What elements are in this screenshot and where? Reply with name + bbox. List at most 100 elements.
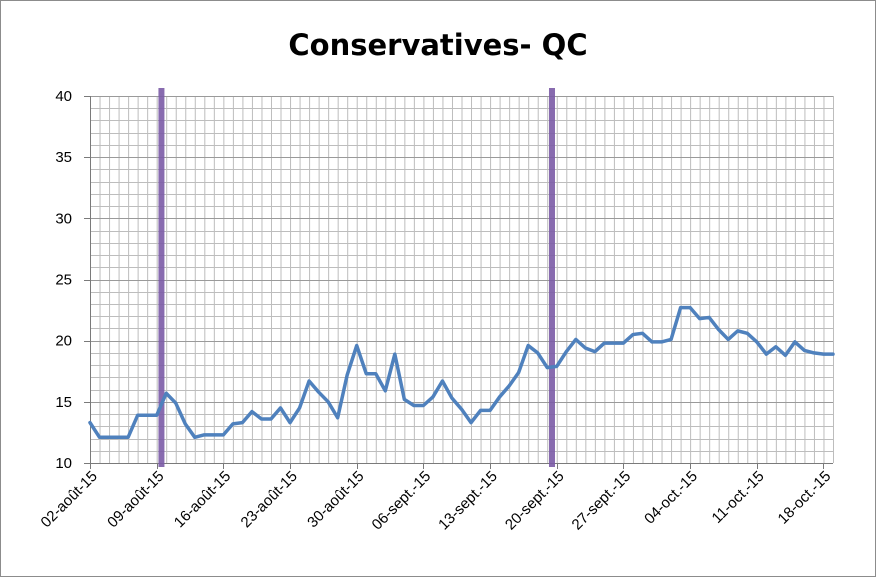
data-point (460, 407, 463, 411)
data-point (679, 306, 682, 309)
data-point (688, 306, 692, 309)
data-point (317, 390, 320, 394)
data-point (593, 350, 597, 353)
data-point (526, 344, 530, 347)
x-tick-label: 02-août-15 (37, 468, 100, 531)
x-tick-label: 13-sept.-15 (435, 468, 501, 534)
data-point (412, 404, 416, 407)
data-point (107, 436, 111, 439)
data-point (660, 340, 663, 344)
data-point (488, 409, 492, 412)
x-tick-label: 23-août-15 (238, 468, 301, 531)
data-point (784, 354, 787, 357)
x-tick-label: 27-sept.-15 (569, 468, 635, 534)
data-point (612, 341, 616, 345)
data-point (241, 421, 244, 424)
data-point (717, 328, 720, 331)
data-point (736, 329, 739, 333)
axes (84, 96, 833, 469)
data-point (507, 384, 511, 388)
x-tick-label: 16-août-15 (171, 468, 234, 531)
data-point (117, 436, 120, 439)
data-point (774, 345, 778, 348)
data-point (203, 433, 206, 437)
data-point (631, 333, 635, 336)
x-tick-labels: 02-août-15 09-août-15 16-août-15 23-août-15… (37, 468, 834, 534)
data-point (727, 338, 730, 341)
data-point (212, 433, 216, 437)
data-point (469, 421, 473, 424)
series-layer (88, 305, 835, 440)
data-point (365, 372, 368, 375)
x-tick-label: 09-août-15 (104, 468, 167, 531)
y-tick-label: 40 (55, 88, 72, 105)
data-point (269, 417, 273, 421)
data-point (536, 351, 539, 355)
data-point (165, 392, 168, 395)
chart-title: Conservatives- QC (288, 28, 588, 62)
data-point (231, 422, 235, 426)
data-point (250, 410, 254, 413)
data-point (431, 395, 435, 399)
y-tick-label: 35 (55, 149, 72, 166)
y-tick-labels: 10 15 20 25 30 35 40 (55, 88, 72, 472)
data-point (793, 340, 797, 344)
data-point (831, 352, 835, 356)
data-point (755, 340, 758, 344)
data-point (622, 341, 625, 345)
x-tick-label: 18-oct.-15 (775, 468, 835, 528)
data-point (345, 373, 349, 377)
x-tick-label: 11-oct.-15 (709, 468, 768, 527)
x-tick-label: 20-sept.-15 (502, 468, 568, 534)
y-tick-label: 30 (55, 210, 72, 227)
x-tick-label: 04-oct.-15 (641, 468, 701, 528)
data-point (298, 406, 301, 410)
data-point (707, 316, 711, 319)
data-point (698, 317, 701, 320)
data-point (307, 379, 311, 383)
data-point (355, 344, 358, 347)
data-point (222, 433, 225, 437)
data-point (155, 414, 158, 417)
data-point (193, 436, 196, 439)
data-point (126, 436, 130, 439)
x-tick-label: 30-août-15 (304, 468, 367, 531)
data-point (765, 352, 768, 356)
data-point (98, 436, 101, 439)
data-point (546, 366, 549, 369)
data-point (584, 346, 587, 350)
data-point (641, 332, 644, 335)
data-point (441, 379, 444, 383)
data-point (422, 404, 425, 407)
data-point (812, 351, 816, 355)
data-point (479, 409, 482, 412)
data-point (603, 341, 606, 345)
data-point (393, 352, 397, 356)
data-point (384, 389, 387, 393)
data-point (145, 414, 149, 417)
data-point (260, 417, 263, 421)
y-tick-label: 20 (55, 333, 72, 350)
data-point (403, 398, 406, 401)
data-point (746, 332, 749, 335)
data-point (669, 338, 673, 341)
data-point (374, 372, 377, 375)
data-point (822, 352, 825, 356)
data-point (450, 396, 454, 400)
data-point (184, 422, 187, 426)
data-point (498, 395, 501, 399)
data-point (279, 406, 282, 410)
data-point (288, 421, 292, 424)
data-point (136, 414, 139, 417)
data-point (803, 349, 806, 352)
y-tick-label: 25 (55, 272, 72, 289)
y-tick-label: 15 (55, 394, 72, 411)
data-point (555, 365, 558, 368)
data-point (565, 350, 568, 353)
data-point (326, 400, 330, 404)
data-point (517, 371, 520, 374)
data-point (174, 401, 177, 405)
data-point (574, 338, 578, 341)
data-point (650, 340, 654, 344)
